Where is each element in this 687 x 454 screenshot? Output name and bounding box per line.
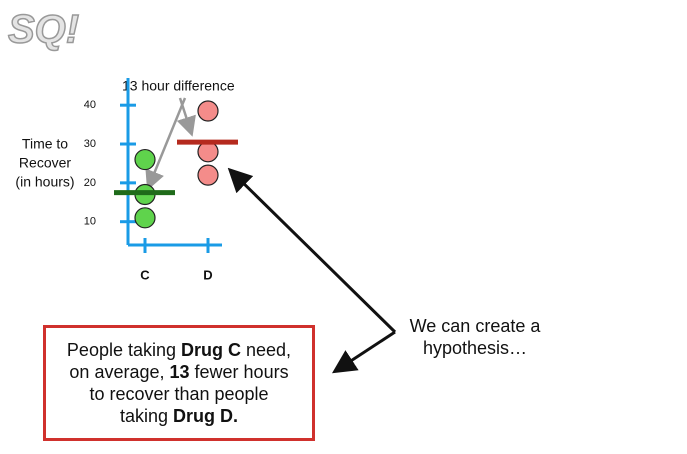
hypothesis-text: to recover than people bbox=[89, 384, 269, 404]
hypothesis-text: need, bbox=[241, 340, 292, 360]
logo: SQ! bbox=[8, 8, 79, 52]
hypothesis-text: fewer hours bbox=[189, 362, 289, 382]
y-tick-label: 20 bbox=[84, 177, 96, 189]
point bbox=[134, 148, 156, 171]
y-axis-label: Time to bbox=[22, 136, 68, 152]
y-tick-label: 40 bbox=[84, 99, 96, 111]
x-tick-label: C bbox=[140, 267, 150, 282]
hypothesis-text: People taking bbox=[66, 340, 182, 360]
point bbox=[197, 100, 219, 122]
point bbox=[197, 164, 219, 186]
hypothesis-box: People taking Drug C need, on average, 13… bbox=[43, 325, 315, 441]
callout-arrow bbox=[227, 167, 397, 334]
annotation: 13 hour difference bbox=[122, 78, 235, 94]
hypothesis-line: to recover than people bbox=[89, 383, 268, 405]
hypothesis-text: Drug D. bbox=[173, 406, 239, 426]
hypothesis-line: on average, 13 fewer hours bbox=[69, 361, 288, 383]
y-tick-label: 10 bbox=[84, 216, 96, 228]
callout-text: hypothesis… bbox=[423, 338, 527, 358]
point bbox=[197, 141, 219, 163]
y-tick-label: 30 bbox=[84, 138, 96, 150]
y-axis-label: Recover bbox=[19, 155, 71, 171]
hypothesis-text: Drug C bbox=[181, 340, 242, 360]
callout-arrow bbox=[331, 330, 396, 374]
hypothesis-line: People taking Drug C need, bbox=[67, 339, 291, 361]
hypothesis-text: taking bbox=[119, 406, 174, 426]
hypothesis-line: taking Drug D. bbox=[120, 405, 238, 427]
y-axis-label: (in hours) bbox=[15, 174, 74, 190]
difference-arrow bbox=[145, 97, 187, 191]
hypothesis-text: 13 bbox=[169, 362, 190, 382]
point bbox=[134, 207, 156, 229]
callout-text: We can create a bbox=[410, 316, 542, 336]
x-tick-label: D bbox=[203, 267, 212, 282]
hypothesis-text: on average, bbox=[69, 362, 170, 382]
